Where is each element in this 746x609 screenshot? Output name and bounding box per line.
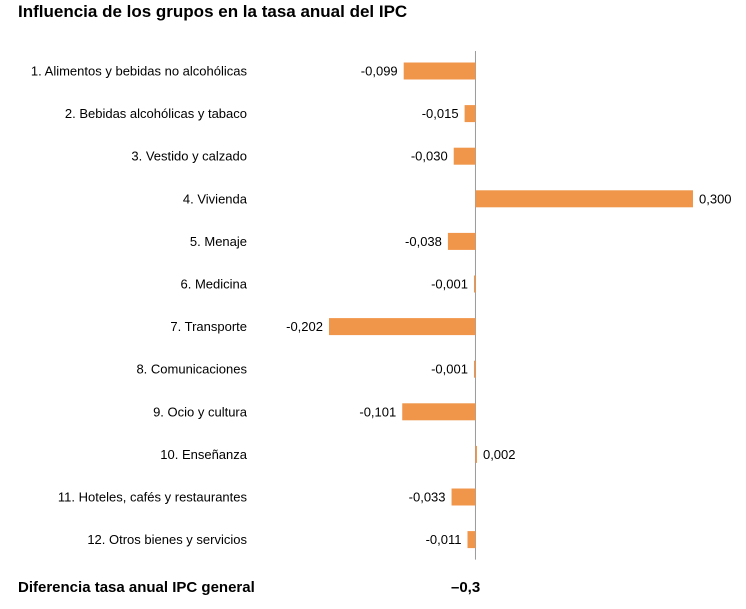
- category-label: 2. Bebidas alcohólicas y tabaco: [65, 106, 247, 121]
- bars-group: [329, 62, 693, 549]
- bar: [329, 318, 476, 336]
- value-label: -0,101: [359, 404, 396, 419]
- bar: [402, 403, 476, 421]
- category-label: 9. Ocio y cultura: [153, 404, 248, 419]
- bar: [453, 147, 476, 165]
- value-label: -0,011: [426, 532, 462, 547]
- category-label: 4. Vivienda: [183, 191, 248, 206]
- value-label: -0,038: [405, 234, 442, 249]
- category-label: 8. Comunicaciones: [136, 362, 247, 377]
- value-label: 0,300: [699, 191, 732, 206]
- category-label: 1. Alimentos y bebidas no alcohólicas: [31, 64, 248, 79]
- bar: [464, 105, 476, 123]
- value-label: -0,001: [431, 362, 468, 377]
- category-label: 7. Transporte: [170, 319, 247, 334]
- category-labels-group: 1. Alimentos y bebidas no alcohólicas 2. …: [31, 64, 248, 548]
- bar: [473, 275, 476, 293]
- value-label: 0,002: [483, 447, 516, 462]
- value-label: -0,033: [409, 490, 446, 505]
- value-label: -0,099: [361, 64, 398, 79]
- category-label: 5. Menaje: [190, 234, 247, 249]
- category-label: 10. Enseñanza: [160, 447, 248, 462]
- category-label: 3. Vestido y calzado: [131, 149, 247, 164]
- bar: [473, 360, 476, 378]
- value-label: -0,001: [431, 277, 468, 292]
- category-label: 6. Medicina: [181, 277, 248, 292]
- category-label: 12. Otros bienes y servicios: [87, 532, 247, 547]
- bar: [403, 62, 476, 80]
- chart-title: Influencia de los grupos en la tasa anua…: [18, 2, 408, 21]
- value-label: -0,015: [422, 106, 459, 121]
- footer-label: Diferencia tasa anual IPC general: [18, 579, 255, 596]
- category-label: 11. Hoteles, cafés y restaurantes: [58, 490, 248, 505]
- value-label: -0,202: [286, 319, 323, 334]
- bar: [451, 488, 476, 506]
- footer-value: –0,3: [451, 579, 481, 596]
- bar: [447, 232, 476, 250]
- bar: [467, 531, 476, 549]
- value-labels-group: -0,099 -0,015 -0,030 0,300 -0,038 -0,001 -0,20…: [286, 64, 731, 548]
- bar: [475, 190, 693, 208]
- bar: [475, 445, 477, 463]
- value-label: -0,030: [411, 149, 448, 164]
